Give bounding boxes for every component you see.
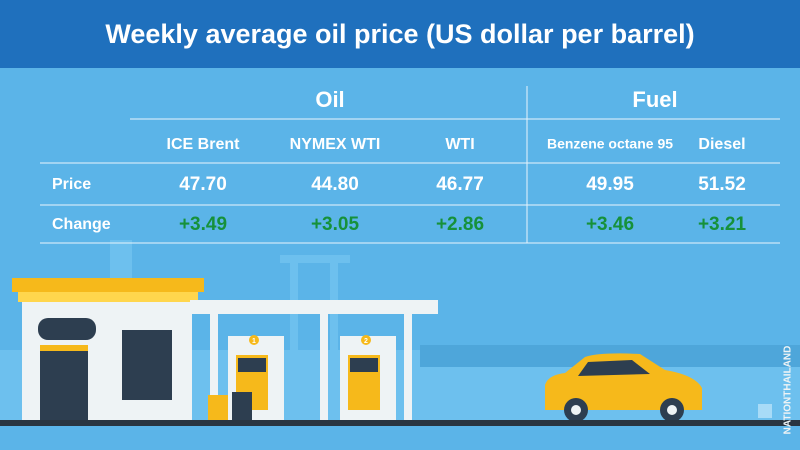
ground xyxy=(0,426,800,450)
cell: +3.49 xyxy=(179,214,227,235)
group-header: Oil xyxy=(315,87,344,112)
table: Oil Fuel ICE Brent NYMEX WTI WTI Benzene octa… xyxy=(52,87,746,235)
cell: 49.95 xyxy=(586,174,634,195)
cell: +3.46 xyxy=(586,214,634,235)
car xyxy=(545,353,702,422)
title-bar xyxy=(0,0,800,68)
pump-number: 2 xyxy=(364,338,368,345)
table-lines xyxy=(40,86,780,244)
column-header: NYMEX WTI xyxy=(290,136,381,153)
group-header: Fuel xyxy=(632,87,677,112)
watermark: NATIONTHAILAND xyxy=(783,346,794,435)
cell: +3.21 xyxy=(698,214,747,235)
cell: 44.80 xyxy=(311,174,359,195)
gas-station xyxy=(12,278,438,420)
deco-square xyxy=(758,404,772,418)
column-header: WTI xyxy=(445,136,474,153)
column-header: ICE Brent xyxy=(167,136,241,153)
pump-number: 1 xyxy=(252,338,256,345)
column-header: Diesel xyxy=(698,136,745,153)
cell: 46.77 xyxy=(436,174,484,195)
row-label: Change xyxy=(52,216,111,233)
road xyxy=(0,420,800,426)
cell: 47.70 xyxy=(179,174,227,195)
cell: +2.86 xyxy=(436,214,484,235)
row-label: Price xyxy=(52,176,91,193)
column-header: Benzene octane 95 xyxy=(547,136,673,152)
title: Weekly average oil price (US dollar per … xyxy=(105,19,694,49)
cell: 51.52 xyxy=(698,174,746,195)
cell: +3.05 xyxy=(311,214,360,235)
